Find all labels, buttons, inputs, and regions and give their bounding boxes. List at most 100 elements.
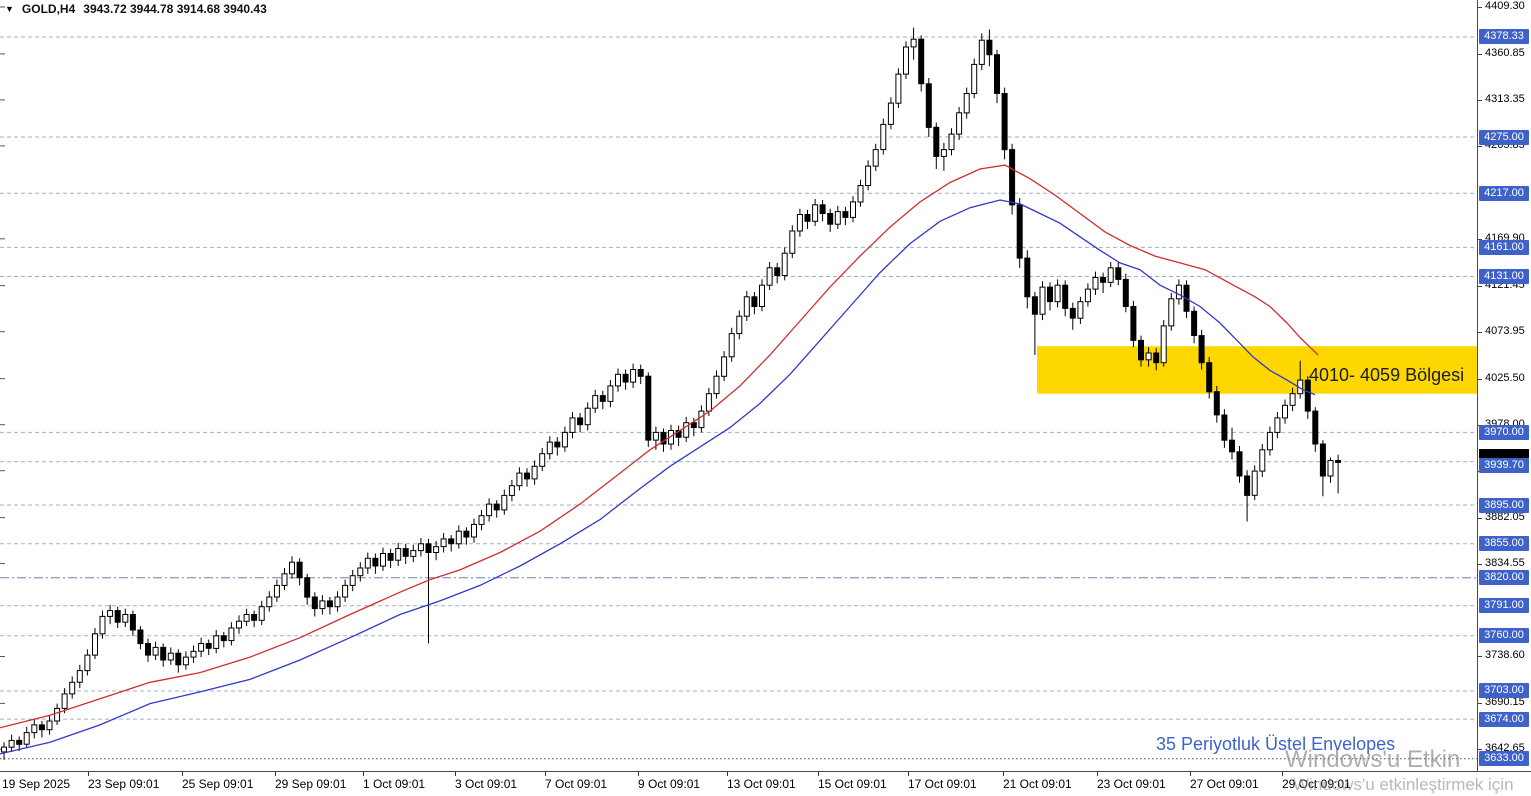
candle-body[interactable] <box>1 746 7 753</box>
candle-body[interactable] <box>236 620 242 629</box>
candle-body[interactable] <box>910 38 917 48</box>
candle-body[interactable] <box>311 596 318 610</box>
candle-body[interactable] <box>630 369 637 383</box>
candle-body[interactable] <box>319 600 326 610</box>
candle-body[interactable] <box>357 567 364 577</box>
candle-body[interactable] <box>690 422 697 429</box>
candle-body[interactable] <box>493 503 500 511</box>
candle-body[interactable] <box>410 550 417 557</box>
candle-body[interactable] <box>190 650 197 658</box>
candle-body[interactable] <box>1077 301 1084 319</box>
candle-body[interactable] <box>1236 451 1243 477</box>
candle-body[interactable] <box>1024 257 1031 298</box>
level-price-label[interactable]: 3970.00 <box>1479 425 1529 440</box>
envelope-annotation-label[interactable]: 35 Periyotluk Üstel Envelopes <box>1156 734 1396 754</box>
candle-body[interactable] <box>1069 307 1076 319</box>
candle-body[interactable] <box>918 38 925 85</box>
candle-body[interactable] <box>364 557 371 569</box>
candle-body[interactable] <box>963 93 970 114</box>
candle-body[interactable] <box>342 584 349 598</box>
candle-body[interactable] <box>1031 296 1038 315</box>
candle-body[interactable] <box>736 315 743 335</box>
candle-body[interactable] <box>114 610 121 623</box>
candle-body[interactable] <box>1016 204 1023 259</box>
candle-body[interactable] <box>54 707 61 722</box>
candle-body[interactable] <box>1160 325 1167 364</box>
candle-body[interactable] <box>1138 339 1144 361</box>
candle-body[interactable] <box>1130 306 1137 341</box>
candle-body[interactable] <box>1229 439 1235 453</box>
candle-body[interactable] <box>516 472 523 487</box>
level-price-label[interactable]: 4161.00 <box>1479 240 1529 255</box>
candle-body[interactable] <box>61 693 68 709</box>
candle-body[interactable] <box>380 553 386 567</box>
candle-body[interactable] <box>994 54 1000 94</box>
candle-body[interactable] <box>84 654 91 672</box>
candle-body[interactable] <box>1168 298 1175 327</box>
candle-body[interactable] <box>281 573 288 586</box>
candle-body[interactable] <box>1206 362 1213 393</box>
candle-body[interactable] <box>175 652 182 666</box>
candle-body[interactable] <box>895 73 902 104</box>
candle-body[interactable] <box>539 453 546 467</box>
candle-body[interactable] <box>31 724 38 734</box>
candle-body[interactable] <box>705 393 712 412</box>
candle-body[interactable] <box>607 385 614 402</box>
candle-body[interactable] <box>645 375 652 441</box>
candle-body[interactable] <box>1047 286 1053 303</box>
candle-body[interactable] <box>652 431 659 441</box>
candle-body[interactable] <box>1274 417 1281 433</box>
candle-body[interactable] <box>69 681 76 695</box>
chart-area[interactable]: Windows'u Etkin <box>0 0 1477 771</box>
candle-body[interactable] <box>1107 267 1114 283</box>
candle-body[interactable] <box>213 635 220 649</box>
candle-body[interactable] <box>1039 286 1046 315</box>
level-price-label[interactable]: 3674.00 <box>1479 712 1529 727</box>
candle-body[interactable] <box>258 606 265 621</box>
candle-body[interactable] <box>554 441 561 448</box>
candle-body[interactable] <box>92 633 98 656</box>
candle-body[interactable] <box>751 296 758 307</box>
candle-body[interactable] <box>16 739 23 745</box>
candle-body[interactable] <box>395 548 402 561</box>
candle-body[interactable] <box>721 356 728 377</box>
candle-body[interactable] <box>23 732 30 745</box>
price-axis[interactable]: 4409.30 4360.85 4313.35 4265.85 4169.90 4121.… <box>1478 0 1531 796</box>
candle-body[interactable] <box>349 575 356 586</box>
candle-body[interactable] <box>38 724 45 731</box>
candle-body[interactable] <box>1092 277 1099 290</box>
candle-body[interactable] <box>1054 284 1061 303</box>
candle-body[interactable] <box>933 126 940 157</box>
candle-body[interactable] <box>637 369 644 377</box>
candle-body[interactable] <box>1084 288 1091 303</box>
candle-body[interactable] <box>486 503 493 517</box>
candle-body[interactable] <box>304 577 311 598</box>
candle-body[interactable] <box>546 441 553 455</box>
candle-body[interactable] <box>1304 379 1311 412</box>
candle-body[interactable] <box>766 267 773 286</box>
candle-body[interactable] <box>827 213 834 225</box>
candle-body[interactable] <box>1289 393 1296 406</box>
candle-body[interactable] <box>198 643 205 652</box>
candle-body[interactable] <box>713 375 720 395</box>
candle-body[interactable] <box>759 284 765 308</box>
candle-body[interactable] <box>615 373 621 387</box>
candle-body[interactable] <box>46 720 53 731</box>
candle-body[interactable] <box>152 646 159 656</box>
candle-body[interactable] <box>986 39 993 56</box>
candle-body[interactable] <box>243 614 250 622</box>
candle-body[interactable] <box>812 204 819 222</box>
candle-body[interactable] <box>1312 410 1319 445</box>
candle-body[interactable] <box>584 407 591 426</box>
lower-envelope-line[interactable] <box>0 199 1316 755</box>
candle-body[interactable] <box>728 333 735 358</box>
candle-body[interactable] <box>205 643 212 649</box>
candle-body[interactable] <box>675 430 682 438</box>
candle-body[interactable] <box>478 515 485 525</box>
candle-body[interactable] <box>137 629 144 645</box>
candle-body[interactable] <box>251 614 258 621</box>
candle-body[interactable] <box>592 395 599 409</box>
candle-body[interactable] <box>448 538 455 545</box>
candle-body[interactable] <box>524 472 530 480</box>
candle-body[interactable] <box>1115 267 1122 280</box>
